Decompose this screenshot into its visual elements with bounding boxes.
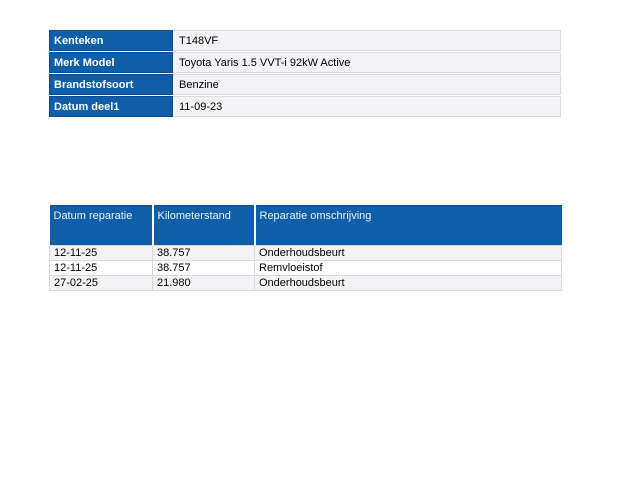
odometer-cell: 21.980 (152, 275, 255, 291)
table-row: Brandstofsoort Benzine (49, 74, 561, 95)
table-row: Kenteken T148VF (49, 30, 561, 51)
column-header-datum-reparatie: Datum reparatie (49, 205, 154, 246)
table-row: 27-02-25 21.980 Onderhoudsbeurt (49, 275, 562, 291)
repair-date-cell: 12-11-25 (49, 260, 153, 276)
repair-history-table: Datum reparatie Kilometerstand Reparatie… (49, 205, 562, 291)
kenteken-value: T148VF (173, 30, 561, 51)
vehicle-info-table: Kenteken T148VF Merk Model Toyota Yaris … (49, 29, 561, 118)
table-row: Merk Model Toyota Yaris 1.5 VVT-i 92kW A… (49, 52, 561, 73)
repair-date-cell: 27-02-25 (49, 275, 153, 291)
datum-deel1-value: 11-09-23 (173, 96, 561, 117)
repair-description-cell: Onderhoudsbeurt (254, 245, 562, 261)
repair-description-cell: Remvloeistof (254, 260, 562, 276)
datum-deel1-label: Datum deel1 (49, 96, 173, 117)
odometer-cell: 38.757 (152, 245, 255, 261)
column-header-reparatie-omschrijving: Reparatie omschrijving (253, 205, 562, 246)
repair-description-cell: Onderhoudsbeurt (254, 275, 562, 291)
repair-date-cell: 12-11-25 (49, 245, 153, 261)
brandstofsoort-value: Benzine (173, 74, 561, 95)
table-header-row: Datum reparatie Kilometerstand Reparatie… (49, 205, 562, 246)
brandstofsoort-label: Brandstofsoort (49, 74, 173, 95)
table-row: Datum deel1 11-09-23 (49, 96, 561, 117)
odometer-cell: 38.757 (152, 260, 255, 276)
column-header-kilometerstand: Kilometerstand (151, 205, 256, 246)
merk-model-value: Toyota Yaris 1.5 VVT-i 92kW Active (173, 52, 561, 73)
merk-model-label: Merk Model (49, 52, 173, 73)
table-row: 12-11-25 38.757 Onderhoudsbeurt (49, 245, 562, 261)
kenteken-label: Kenteken (49, 30, 173, 51)
table-row: 12-11-25 38.757 Remvloeistof (49, 260, 562, 276)
